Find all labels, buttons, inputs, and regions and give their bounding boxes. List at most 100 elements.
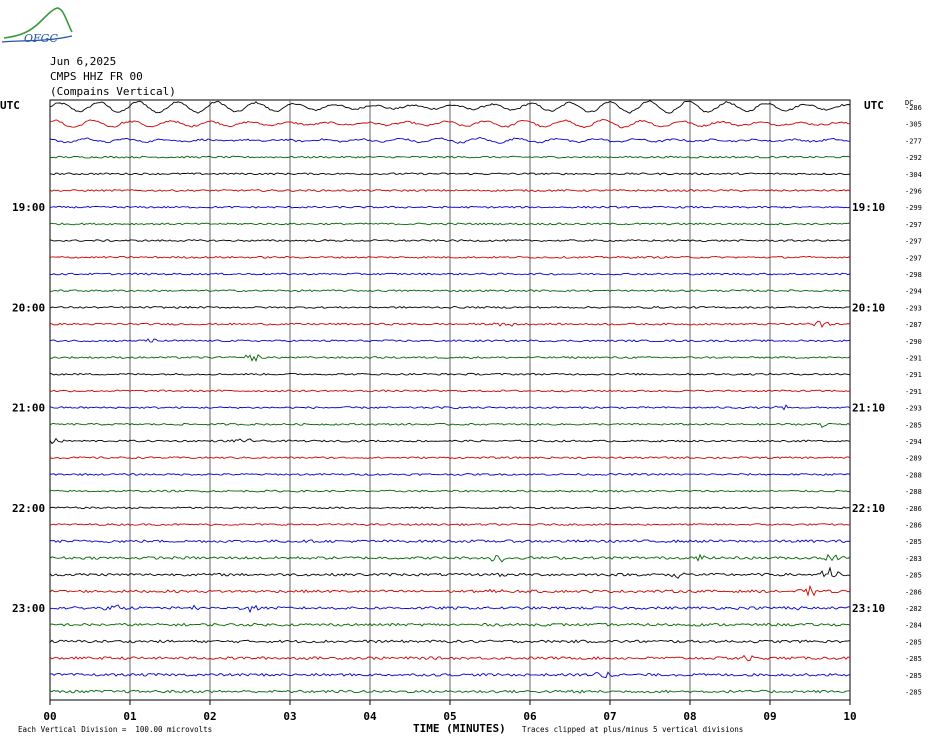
right-time-label: 22:10 [852, 502, 885, 515]
clip-note: Traces clipped at plus/minus 5 vertical … [522, 725, 744, 734]
x-tick-label: 04 [363, 710, 377, 723]
dc-offset-label: -298 [905, 271, 922, 279]
scale-note: Each Vertical Division = 100.00 microvol… [18, 725, 213, 734]
x-tick-label: 09 [763, 710, 776, 723]
minute-grid [49, 99, 851, 705]
trace-line [49, 320, 851, 329]
dc-offset-label: -291 [905, 355, 922, 363]
x-tick-label: 01 [123, 710, 137, 723]
dc-offset-label: -296 [905, 188, 922, 196]
x-tick-label: 02 [203, 710, 216, 723]
trace-line [49, 100, 851, 114]
trace-line [49, 622, 851, 627]
dc-offset-label: -286 [905, 588, 922, 596]
left-utc-label: UTC [0, 99, 20, 112]
seismic-traces [49, 100, 851, 694]
x-tick-label: 00 [43, 710, 56, 723]
trace-line [49, 437, 851, 445]
dc-offset-label: -282 [905, 605, 922, 613]
trace-line [49, 222, 851, 226]
trace-line [49, 489, 851, 493]
right-time-label: 21:10 [852, 402, 885, 415]
dc-offset-label: -290 [905, 338, 922, 346]
dc-offset-label: -285 [905, 689, 922, 697]
logo-mountain [3, 7, 73, 39]
right-time-label: 23:10 [852, 602, 885, 615]
trace-line [49, 639, 851, 644]
trace-line [49, 372, 851, 376]
dc-offset-label: -286 [905, 522, 922, 530]
dc-offset-label: -294 [905, 288, 922, 296]
x-tick-label: 05 [443, 710, 456, 723]
station-location: (Compains Vertical) [50, 85, 176, 98]
dc-offset-label: -288 [905, 471, 922, 479]
trace-line [49, 604, 851, 614]
dc-offset-label: -285 [905, 638, 922, 646]
dc-offset-label: -285 [905, 672, 922, 680]
x-tick-label: 07 [603, 710, 616, 723]
trace-line [49, 305, 851, 309]
dc-offset-label: -291 [905, 388, 922, 396]
dc-offset-label: -297 [905, 238, 922, 246]
trace-line [49, 689, 851, 694]
trace-line [49, 289, 851, 293]
dc-offset-label: -286 [905, 505, 922, 513]
logo-swoosh [1, 35, 73, 43]
left-time-label: 20:00 [12, 301, 45, 314]
dc-offset-label: -277 [905, 137, 922, 145]
trace-line [49, 255, 851, 259]
dc-offset-label: -293 [905, 405, 922, 413]
dc-offset-label: -293 [905, 304, 922, 312]
trace-line [49, 472, 851, 476]
dc-offset-label: -294 [905, 438, 922, 446]
trace-line [49, 566, 851, 579]
trace-line [49, 338, 851, 343]
trace-line [49, 654, 851, 662]
left-time-label: 21:00 [12, 402, 45, 415]
dc-offset-label: -305 [905, 121, 922, 129]
station-code: CMPS HHZ FR 00 [50, 70, 143, 83]
trace-line [49, 422, 851, 429]
trace-line [49, 506, 851, 510]
dc-offset-label: -289 [905, 455, 922, 463]
trace-line [49, 155, 851, 159]
trace-line [49, 119, 851, 129]
dc-offset-label: -283 [905, 555, 922, 563]
dc-offset-label: -284 [905, 622, 922, 630]
trace-line [49, 456, 851, 460]
x-tick-label: 08 [683, 710, 696, 723]
dc-offset-label: -285 [905, 572, 922, 580]
ofgc-logo: OFGC [1, 7, 73, 45]
axis-labels: -286 -305 -277 -292 -304 -296 -299 -297 -297 -297… [0, 99, 922, 723]
dc-offset-label: -297 [905, 254, 922, 262]
dc-header-label: DC [905, 99, 913, 107]
trace-line [49, 584, 851, 597]
x-tick-label: 10 [843, 710, 856, 723]
trace-line [49, 172, 851, 176]
right-time-label: 19:10 [852, 201, 885, 214]
left-time-label: 23:00 [12, 602, 45, 615]
trace-line [49, 205, 851, 209]
dc-offset-label: -285 [905, 538, 922, 546]
dc-offset-label: -285 [905, 421, 922, 429]
trace-line [49, 404, 851, 411]
dc-offset-label: -288 [905, 488, 922, 496]
x-axis-title: TIME (MINUTES) [413, 722, 506, 735]
dc-offset-label: -286 [905, 104, 922, 112]
x-tick-label: 06 [523, 710, 537, 723]
x-tick-label: 03 [283, 710, 296, 723]
trace-line [49, 354, 851, 362]
left-time-label: 22:00 [12, 502, 45, 515]
trace-line [49, 239, 851, 242]
trace-line [49, 553, 851, 563]
dc-offset-label: -285 [905, 655, 922, 663]
trace-line [49, 523, 851, 526]
right-time-label: 20:10 [852, 301, 885, 314]
right-utc-label: UTC [864, 99, 884, 112]
left-time-label: 19:00 [12, 201, 45, 214]
dc-offset-label: -291 [905, 371, 922, 379]
dc-offset-label: -299 [905, 204, 922, 212]
logo-text: OFGC [24, 32, 58, 45]
trace-line [49, 189, 851, 192]
